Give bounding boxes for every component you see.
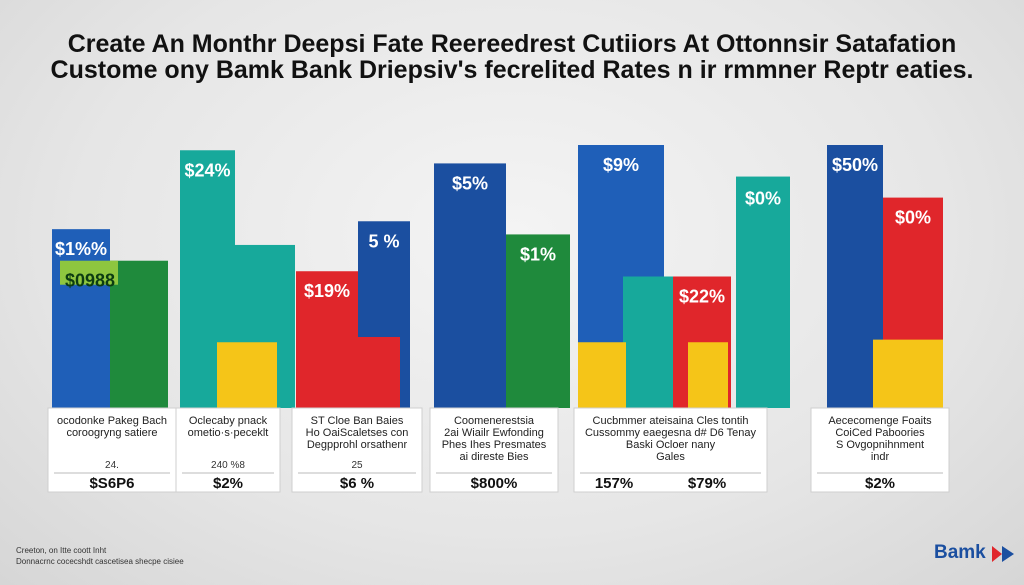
card-text: Degpprohl orsathenr — [307, 439, 408, 451]
card-text: 2ai Wiailr Ewfonding — [444, 427, 544, 439]
bar-label: $19% — [304, 281, 350, 301]
info-card — [429, 407, 559, 493]
card-text: Ho OaiScaletses con — [306, 427, 409, 439]
bar-2-0 — [296, 271, 358, 408]
card-text: ocodonke Pakeg Bach — [57, 415, 167, 427]
card-value: $800% — [471, 475, 518, 492]
chart-title-line-1: Create An Monthr Deepsi Fate Reereedrest… — [67, 30, 957, 58]
bar-5-2 — [873, 339, 943, 408]
card-text: Oclecaby pnack — [189, 415, 268, 427]
card-text: coroogryng satiere — [66, 427, 157, 439]
bar-label: 5 % — [368, 231, 399, 251]
card-text: Coomenerestsia — [454, 415, 535, 427]
bar-label: $1% — [520, 244, 556, 264]
info-card — [47, 407, 177, 493]
card-value: 157% — [595, 475, 633, 492]
brand-logo-icon — [992, 546, 1014, 562]
bar-label: $0% — [895, 208, 931, 228]
bar-label: $22% — [679, 287, 725, 307]
info-card — [573, 407, 768, 493]
bar-label: $0% — [745, 189, 781, 209]
footer-note-1: Creeton, on Itte coott Inht — [16, 546, 107, 555]
bar-4-3 — [578, 342, 626, 408]
bar-3-1 — [506, 234, 570, 408]
card-value: $2% — [865, 475, 895, 492]
bar-label: $0988 — [65, 271, 115, 291]
card-text: Phes Ihes Presmates — [442, 439, 547, 451]
card-text: Baski Ocloer nany — [626, 439, 716, 451]
info-card — [175, 407, 281, 493]
card-text: CoiCed Paboories — [835, 427, 925, 439]
bar-label: $9% — [603, 155, 639, 175]
card-text: S Ovgopnihnment — [836, 439, 924, 451]
bar-1-2 — [217, 342, 277, 408]
card-text: Cussommy eaegesna d# D6 Tenay — [585, 427, 757, 439]
card-text: ST Cloe Ban Baies — [311, 415, 404, 427]
card-value-2: $79% — [688, 475, 726, 492]
card-text: Cucbmmer ateisaina Cles tontih — [593, 415, 749, 427]
bar-0-1 — [110, 260, 168, 408]
card-value: $6 % — [340, 475, 374, 492]
card-small-text: 24. — [105, 460, 119, 471]
bar-label: $5% — [452, 173, 488, 193]
card-value: $S6P6 — [89, 475, 134, 492]
bar-label: $1%% — [55, 239, 107, 259]
brand-logo-text: Bamk — [934, 542, 986, 563]
card-text: Gales — [656, 451, 685, 463]
card-value: $2% — [213, 475, 243, 492]
card-small-text: 25 — [351, 460, 363, 471]
info-card — [291, 407, 423, 493]
bar-label: $50% — [832, 155, 878, 175]
bar-4-extra — [736, 176, 790, 408]
card-small-text: 240 %8 — [211, 460, 245, 471]
bar-3-0 — [434, 163, 506, 408]
info-card — [810, 407, 950, 493]
chart-title-line-2: Custome ony Bamk Bank Driepsiv's fecreli… — [50, 56, 974, 84]
card-text: ai direste Bies — [459, 451, 529, 463]
bar-4-4 — [688, 342, 728, 408]
bar-2-2 — [348, 336, 400, 408]
label-chip — [60, 260, 118, 285]
bar-0-0 — [52, 229, 110, 408]
card-text: indr — [871, 451, 890, 463]
bar-label: $24% — [184, 160, 230, 180]
card-text: Aececomenge Foaits — [828, 415, 932, 427]
footer-note-2: Donnacrnc cocecshdt cascetisea shecpe ci… — [16, 557, 184, 566]
card-text: ometio·s·peceklt — [188, 427, 269, 439]
